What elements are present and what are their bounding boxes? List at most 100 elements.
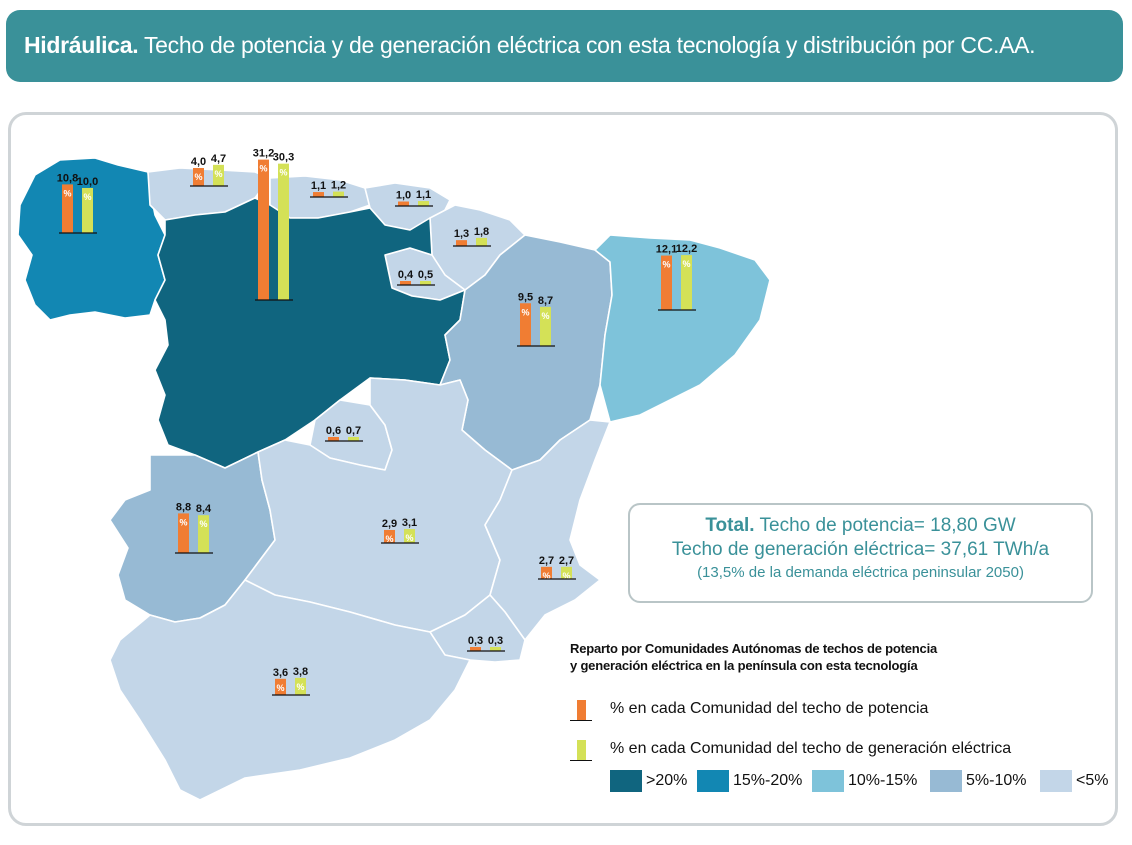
bar-label-generacion-castilla-leon: 30,3 xyxy=(273,152,294,164)
bar-potencia-valencia xyxy=(541,566,552,579)
bar-potencia-cataluna xyxy=(661,255,672,310)
total-box: Total. Techo de potencia= 18,80 GW Techo… xyxy=(628,503,1093,603)
bar-label-generacion-navarra: 1,8 xyxy=(474,226,489,238)
bar-group-asturias: % 4,0% 4,7 xyxy=(190,153,228,187)
bar-pct-symbol: % xyxy=(562,571,570,581)
potencia-swatch xyxy=(577,700,586,720)
total-generacion: Techo de generación eléctrica= 37,61 TWh… xyxy=(671,539,1050,560)
bar-group-cataluna: % 12,1% 12,2 xyxy=(656,243,697,311)
title-banner: Hidráulica. Techo de potencia y de gener… xyxy=(6,10,1123,82)
region-andalucia[interactable] xyxy=(109,579,471,801)
bar-pct-symbol: % xyxy=(521,307,529,317)
bar-label-potencia-la-rioja: 0,4 xyxy=(398,269,414,281)
bar-label-generacion-aragon: 8,7 xyxy=(538,295,553,307)
legend-generacion-label: % en cada Comunidad del techo de generac… xyxy=(610,740,1012,757)
bar-pct-symbol: % xyxy=(194,172,202,182)
bar-pct-symbol: % xyxy=(279,168,287,178)
bar-label-generacion-cataluna: 12,2 xyxy=(676,243,697,255)
bar-label-generacion-extremadura: 8,4 xyxy=(196,503,212,515)
bar-label-generacion-valencia: 2,7 xyxy=(559,555,574,567)
bar-pct-symbol: % xyxy=(296,682,304,692)
bar-potencia-murcia xyxy=(470,647,481,651)
potencia-baseline xyxy=(570,720,592,721)
bar-label-potencia-navarra: 1,3 xyxy=(454,228,469,240)
scale-swatch xyxy=(1040,770,1072,792)
bar-label-potencia-castilla-leon: 31,2 xyxy=(253,148,274,160)
bar-label-potencia-valencia: 2,7 xyxy=(539,555,554,567)
page-title: Hidráulica. Techo de potencia y de gener… xyxy=(24,32,1036,59)
bar-pct-symbol: % xyxy=(83,192,91,202)
region-cataluna[interactable] xyxy=(594,234,771,423)
bar-label-potencia-andalucia: 3,6 xyxy=(273,667,288,679)
bar-generacion-la-rioja xyxy=(420,281,431,285)
bar-label-potencia-castilla-la-mancha: 2,9 xyxy=(382,518,397,530)
bar-potencia-cantabria xyxy=(313,192,324,197)
total-nota: (13,5% de la demanda eléctrica peninsula… xyxy=(697,564,1024,581)
bar-label-generacion-castilla-la-mancha: 3,1 xyxy=(402,517,417,529)
bar-potencia-pais-vasco xyxy=(398,201,409,206)
bar-label-generacion-la-rioja: 0,5 xyxy=(418,269,433,281)
bar-label-potencia-murcia: 0,3 xyxy=(468,635,483,647)
scale-label: <5% xyxy=(1076,772,1109,789)
bar-group-cantabria: 1,1 1,2 xyxy=(310,180,348,198)
bar-label-generacion-murcia: 0,3 xyxy=(488,635,503,647)
bar-potencia-asturias xyxy=(193,168,204,186)
title-rest: Techo de potencia y de generación eléctr… xyxy=(143,32,1036,58)
bar-potencia-galicia xyxy=(62,184,73,233)
bar-pct-symbol: % xyxy=(199,519,207,529)
bar-generacion-andalucia xyxy=(295,677,306,695)
bar-generacion-navarra xyxy=(476,237,487,246)
bar-group-pais-vasco: 1,0 1,1 xyxy=(395,189,433,207)
bar-potencia-castilla-leon xyxy=(258,159,269,300)
bar-label-generacion-pais-vasco: 1,1 xyxy=(416,189,431,201)
bar-generacion-asturias xyxy=(213,164,224,186)
bar-label-potencia-cataluna: 12,1 xyxy=(656,244,677,256)
bar-generacion-pais-vasco xyxy=(418,201,429,206)
bar-label-potencia-madrid: 0,6 xyxy=(326,425,341,437)
scale-swatch xyxy=(610,770,642,792)
bar-potencia-extremadura xyxy=(178,513,189,553)
bar-label-potencia-asturias: 4,0 xyxy=(191,156,206,168)
bar-group-castilla-leon: % 31,2% 30,3 xyxy=(253,148,294,301)
bar-pct-symbol: % xyxy=(385,534,393,544)
bar-generacion-madrid xyxy=(348,437,359,441)
bar-potencia-la-rioja xyxy=(400,281,411,285)
bar-potencia-aragon xyxy=(520,303,531,346)
bar-pct-symbol: % xyxy=(541,311,549,321)
bar-pct-symbol: % xyxy=(682,259,690,269)
bar-pct-symbol: % xyxy=(214,169,222,179)
bar-pct-symbol: % xyxy=(276,683,284,693)
bar-group-andalucia: % 3,6% 3,8 xyxy=(272,666,310,696)
bar-generacion-extremadura xyxy=(198,515,209,553)
bar-potencia-castilla-la-mancha xyxy=(384,529,395,543)
bar-group-la-rioja: 0,4 0,5 xyxy=(397,269,435,286)
bar-label-potencia-aragon: 9,5 xyxy=(518,291,533,303)
map-frame xyxy=(8,112,1118,826)
bar-label-potencia-extremadura: 8,8 xyxy=(176,501,191,513)
bar-group-murcia: 0,3 0,3 xyxy=(467,635,505,652)
bar-generacion-castilla-la-mancha xyxy=(404,529,415,543)
bar-group-extremadura: % 8,8% 8,4 xyxy=(175,501,213,554)
bar-label-generacion-cantabria: 1,2 xyxy=(331,180,346,192)
bar-generacion-galicia xyxy=(82,188,93,233)
legend-title-line2: y generación eléctrica en la península c… xyxy=(570,658,918,673)
bar-group-galicia: % 10,8% 10,0 xyxy=(57,172,98,234)
bar-pct-symbol: % xyxy=(405,533,413,543)
region-valencia[interactable] xyxy=(484,419,611,641)
generacion-baseline xyxy=(570,760,592,761)
bar-group-castilla-la-mancha: % 2,9% 3,1 xyxy=(381,517,419,544)
generacion-swatch xyxy=(577,740,586,760)
bar-pct-symbol: % xyxy=(259,164,267,174)
bar-pct-symbol: % xyxy=(63,188,71,198)
bar-label-generacion-madrid: 0,7 xyxy=(346,425,361,437)
total-label: Total. xyxy=(705,515,755,536)
bar-generacion-aragon xyxy=(540,306,551,346)
total-potencia-text: Techo de potencia= 18,80 GW xyxy=(759,515,1016,536)
scale-label: >20% xyxy=(646,772,688,789)
bar-generacion-cantabria xyxy=(333,191,344,197)
scale-swatch xyxy=(812,770,844,792)
bar-pct-symbol: % xyxy=(662,260,670,270)
scale-label: 5%-10% xyxy=(966,772,1027,789)
legend-title-line1: Reparto por Comunidades Autónomas de tec… xyxy=(570,641,938,656)
